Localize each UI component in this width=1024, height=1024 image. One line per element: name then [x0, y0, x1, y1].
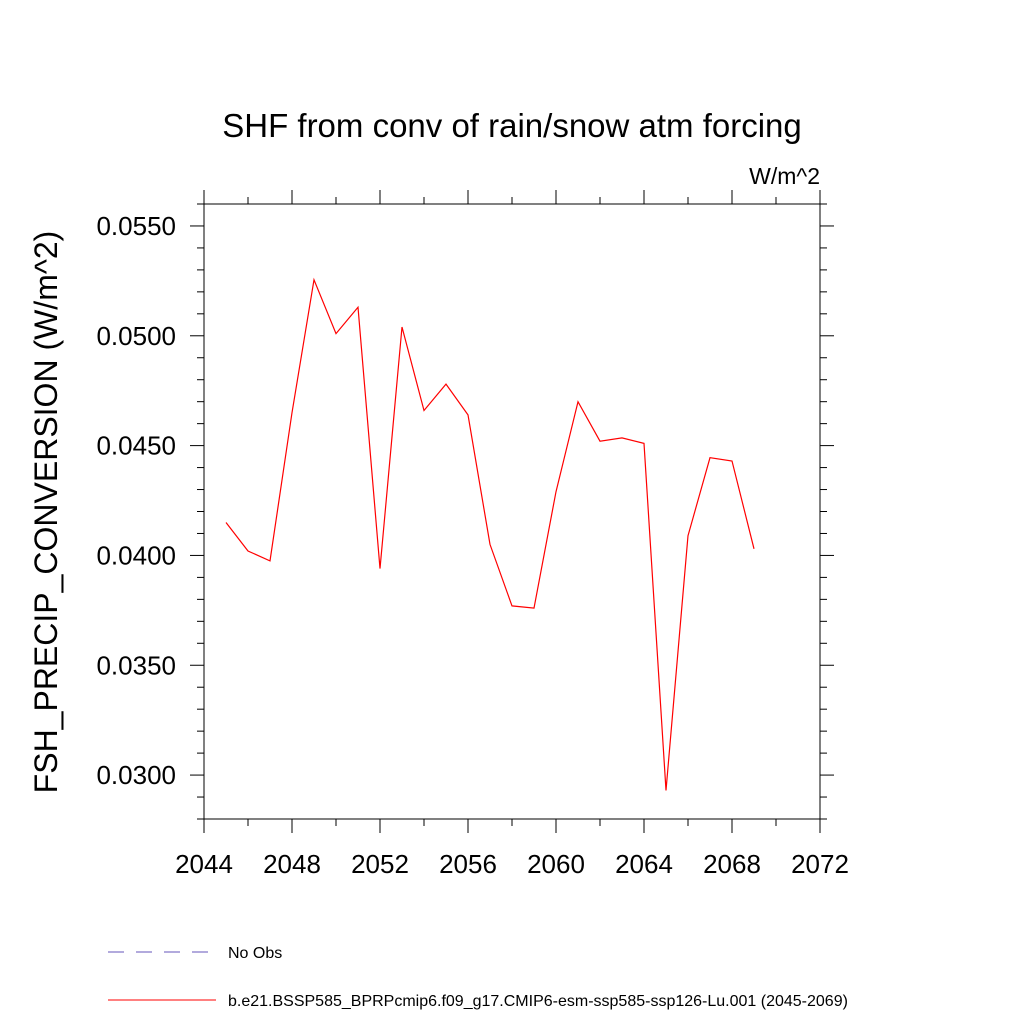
y-tick-label: 0.0500	[96, 321, 176, 351]
y-tick-label: 0.0350	[96, 650, 176, 680]
units-label: W/m^2	[749, 163, 820, 189]
x-axis-ticks: 2044 2048 2052 2056 2060 2064 2068 2072	[175, 190, 849, 879]
x-tick-label: 2060	[527, 849, 585, 879]
x-tick-label: 2056	[439, 849, 497, 879]
y-tick-label: 0.0550	[96, 211, 176, 241]
x-tick-label: 2052	[351, 849, 409, 879]
series-line	[225, 277, 755, 791]
legend: No Obs b.e21.BSSP585_BPRPcmip6.f09_g17.CM…	[108, 945, 848, 1010]
series-lines	[225, 277, 755, 791]
x-tick-label: 2044	[175, 849, 233, 879]
plot-frame	[203, 203, 821, 820]
x-tick-label: 2072	[791, 849, 849, 879]
y-axis-ticks: 0.0300 0.0350 0.0400 0.0450 0.0500 0.0550	[96, 203, 834, 820]
axes	[203, 203, 821, 820]
y-axis-label: FSH_PRECIP_CONVERSION (W/m^2)	[28, 231, 64, 794]
x-tick-label: 2068	[703, 849, 761, 879]
legend-label: b.e21.BSSP585_BPRPcmip6.f09_g17.CMIP6-es…	[228, 993, 848, 1010]
x-tick-label: 2064	[615, 849, 673, 879]
x-tick-label: 2048	[263, 849, 321, 879]
y-tick-label: 0.0300	[96, 760, 176, 790]
y-tick-label: 0.0400	[96, 540, 176, 570]
legend-label: No Obs	[228, 945, 282, 962]
chart-title: SHF from conv of rain/snow atm forcing	[222, 107, 802, 144]
y-tick-label: 0.0450	[96, 431, 176, 461]
